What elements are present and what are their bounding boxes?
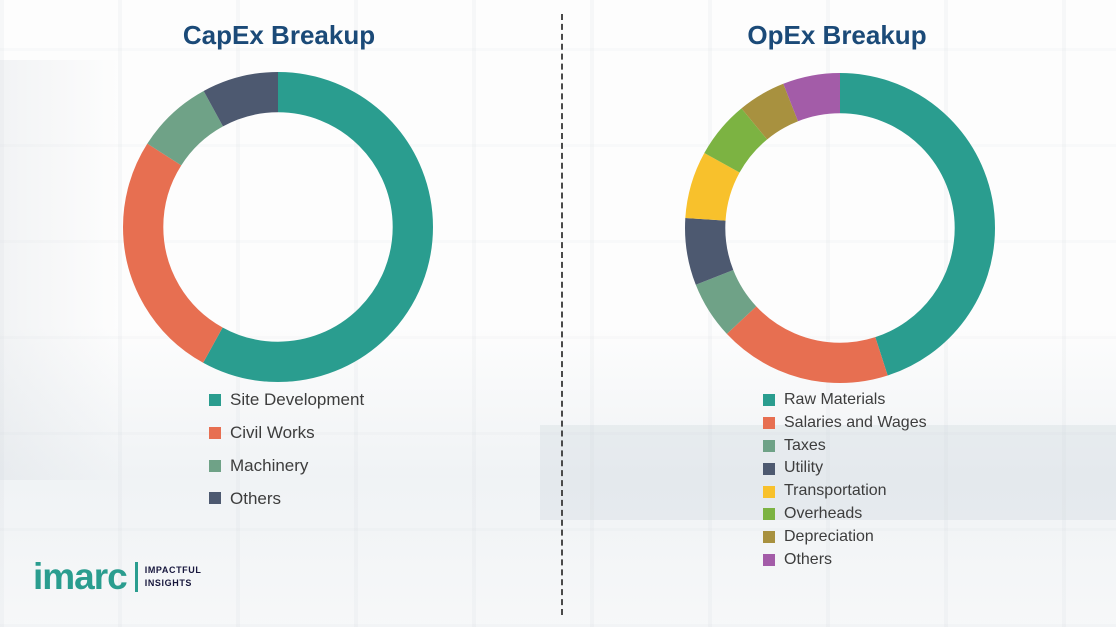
capex-chart-title: CapEx Breakup [182,20,376,50]
legend-marker [763,485,775,498]
legend-marker [209,492,221,505]
logo-tagline-line2: INSIGHTS [144,577,193,588]
legend-item: Taxes [763,436,927,455]
legend-label: Transportation [784,482,887,500]
legend-item: Transportation [763,482,927,500]
legend-marker [763,417,775,430]
legend-label: Others [784,550,833,568]
opex-donut-chart [685,73,995,383]
donut-segment-others [685,73,995,383]
legend-label: Civil Works [230,422,315,442]
legend-label: Utility [784,459,824,477]
legend-label: Depreciation [784,527,874,545]
legend-label: Overheads [784,504,863,522]
donut-segment-salaries-and-wages [685,73,995,383]
legend-item: Others [209,488,364,508]
legend-item: Utility [763,460,927,477]
opex-panel: OpEx Breakup Raw Materials Salaries and W… [558,0,1116,627]
opex-chart-title: OpEx Breakup [747,20,927,50]
capex-donut-chart [123,72,433,382]
legend-label: Salaries and Wages [784,413,927,431]
logo-separator [134,561,138,592]
legend-label: Taxes [784,436,826,454]
donut-segment-others [123,72,433,382]
legend-marker [209,426,221,439]
legend-item: Salaries and Wages [763,413,927,432]
legend-item: Civil Works [209,422,364,442]
donut-segment-utility [685,73,995,383]
imarc-logo: imarc IMPACTFUL INSIGHTS [33,558,201,595]
capex-panel: CapEx Breakup Site Development Civil Work… [123,20,433,522]
legend-marker [763,531,775,544]
legend-marker [763,394,775,407]
logo-tagline-line1: IMPACTFUL [144,565,202,576]
legend-item: Raw Materials [763,391,927,409]
imarc-logo-text: imarc [33,556,128,597]
legend-marker [209,459,221,472]
legend-marker [763,508,775,521]
legend-marker [209,393,221,406]
legend-marker [763,553,775,566]
legend-label: Raw Materials [784,391,886,408]
legend-label: Others [230,488,282,508]
capex-legend: Site Development Civil Works Machinery Othe… [209,391,364,522]
center-divider [561,14,563,615]
legend-item: Overheads [763,504,927,523]
legend-label: Machinery [230,455,309,475]
donut-segment-civil-works [123,72,433,382]
opex-legend: Raw Materials Salaries and Wages Taxes Util… [763,391,927,574]
legend-item: Machinery [209,455,364,475]
legend-marker [763,462,775,475]
legend-item: Others [763,550,927,569]
legend-marker [763,439,775,452]
legend-label: Site Development [230,390,365,409]
imarc-logo-tagline: IMPACTFUL INSIGHTS [145,564,202,588]
legend-item: Site Development [209,391,364,409]
legend-item: Depreciation [763,527,927,546]
